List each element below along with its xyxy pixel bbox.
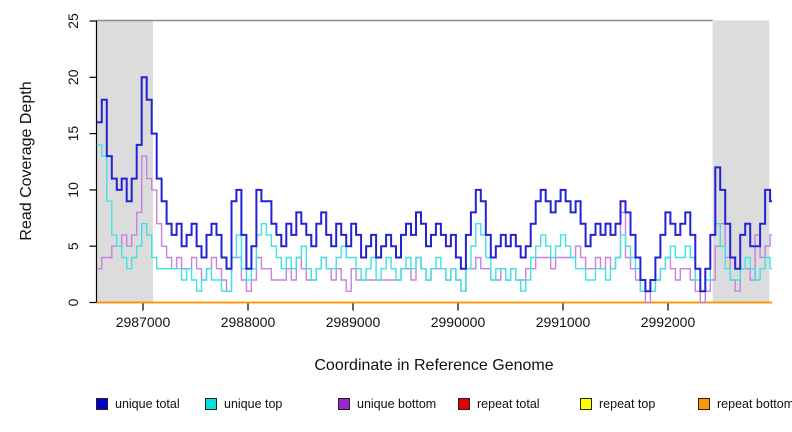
y-tick-label: 5 bbox=[65, 242, 81, 250]
legend: unique total unique top unique bottom re… bbox=[0, 396, 792, 416]
series-line-unique-top bbox=[96, 144, 772, 292]
legend-item-repeat-total: repeat total bbox=[458, 396, 540, 412]
legend-label: unique total bbox=[115, 397, 180, 411]
y-tick-label: 20 bbox=[65, 69, 81, 85]
x-tick-label: 2992000 bbox=[641, 314, 696, 330]
x-tick-label: 2990000 bbox=[431, 314, 486, 330]
unique-bottom-swatch-icon bbox=[338, 398, 350, 410]
shaded-region bbox=[96, 20, 153, 303]
legend-item-repeat-top: repeat top bbox=[580, 396, 655, 412]
x-tick-label: 2989000 bbox=[326, 314, 381, 330]
repeat-total-swatch-icon bbox=[458, 398, 470, 410]
repeat-bottom-swatch-icon bbox=[698, 398, 710, 410]
legend-label: repeat top bbox=[599, 397, 656, 411]
legend-label: repeat bottom bbox=[717, 397, 792, 411]
series-line-unique-bottom bbox=[96, 155, 772, 304]
legend-item-unique-total: unique total bbox=[96, 396, 180, 412]
x-tick-label: 2987000 bbox=[116, 314, 171, 330]
x-axis-title: Coordinate in Reference Genome bbox=[314, 357, 554, 374]
series-line-unique-total bbox=[96, 76, 772, 293]
legend-item-unique-bottom: unique bottom bbox=[338, 396, 436, 412]
x-tick-label: 2988000 bbox=[221, 314, 276, 330]
legend-item-repeat-bottom: repeat bottom bbox=[698, 396, 792, 412]
legend-label: unique top bbox=[224, 397, 283, 411]
legend-label: unique bottom bbox=[357, 397, 437, 411]
y-tick-label: 10 bbox=[65, 182, 81, 198]
x-tick-label: 2991000 bbox=[536, 314, 591, 330]
repeat-top-swatch-icon bbox=[580, 398, 592, 410]
legend-label: repeat total bbox=[477, 397, 540, 411]
y-tick-label: 25 bbox=[65, 13, 81, 29]
y-axis-title: Read Coverage Depth bbox=[18, 81, 35, 241]
legend-item-unique-top: unique top bbox=[205, 396, 282, 412]
unique-top-swatch-icon bbox=[205, 398, 217, 410]
y-tick-label: 15 bbox=[65, 126, 81, 142]
y-tick-label: 0 bbox=[65, 298, 81, 306]
unique-total-swatch-icon bbox=[96, 398, 108, 410]
